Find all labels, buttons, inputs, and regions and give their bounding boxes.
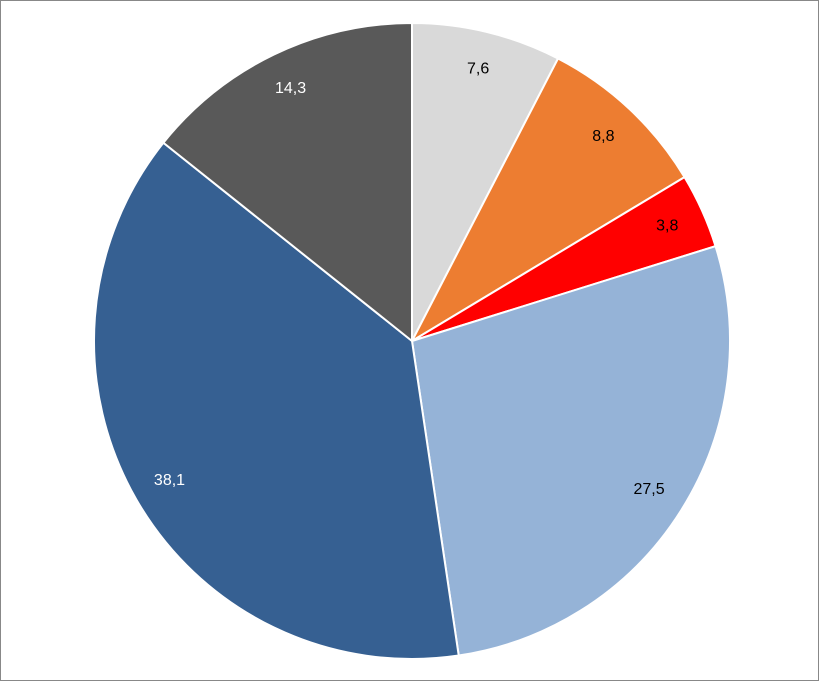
pie-slice xyxy=(410,244,731,657)
data-label: 7,6 xyxy=(467,60,489,77)
data-label: 27,5 xyxy=(633,481,664,498)
data-label: 3,8 xyxy=(656,218,678,235)
data-label: 14,3 xyxy=(275,80,306,97)
pie-slice xyxy=(93,141,460,660)
data-label: 8,8 xyxy=(592,128,614,145)
pie-slice xyxy=(161,21,413,344)
pie-slice xyxy=(409,57,686,344)
data-label: 38,1 xyxy=(154,472,185,489)
pie-slice xyxy=(411,21,560,342)
